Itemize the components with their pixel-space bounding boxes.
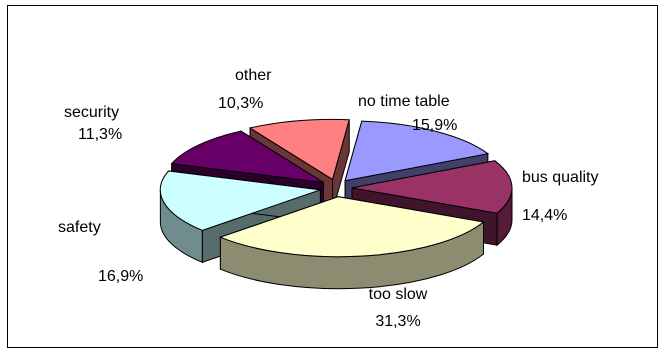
slice-bus-quality-top [351, 160, 513, 214]
value-label-security: 11,3% [78, 126, 122, 143]
chart-area-border [7, 5, 658, 348]
slice-security-top [170, 130, 324, 184]
slice-safety-top [159, 170, 321, 231]
value-label-too-slow: 31,3% [375, 313, 420, 330]
category-label-bus-quality: bus quality [522, 169, 599, 186]
value-label-bus-quality: 14,4% [522, 207, 567, 224]
slice-no-time-table-top [344, 120, 490, 182]
value-label-other: 10,3% [218, 95, 263, 112]
category-label-security: security [64, 104, 119, 121]
slice-too-slow-top [218, 196, 485, 258]
slice-other-top [248, 118, 350, 181]
category-label-no-time-table: no time table [358, 93, 450, 110]
category-label-other: other [235, 67, 272, 84]
category-label-safety: safety [58, 219, 101, 236]
value-label-no-time-table: 15,9% [412, 117, 457, 134]
value-label-safety: 16,9% [98, 268, 143, 285]
category-label-too-slow: too slow [369, 286, 428, 303]
